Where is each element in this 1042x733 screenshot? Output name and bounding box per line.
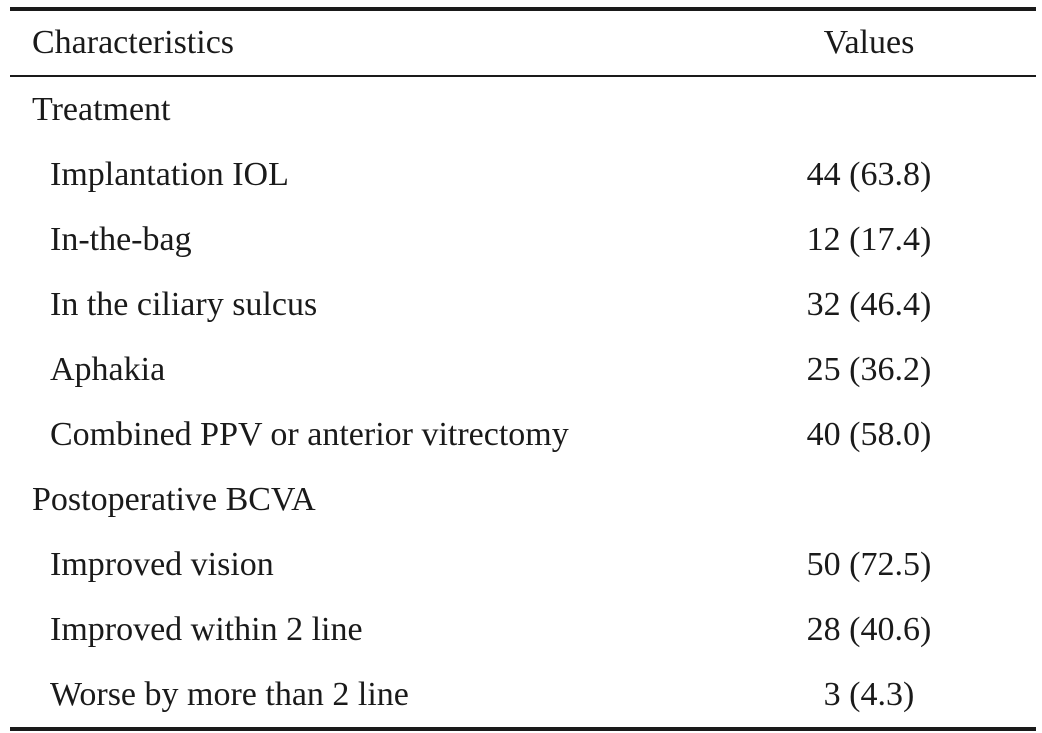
table-row: Improved within 2 line 28 (40.6) xyxy=(10,597,1036,662)
table-header-rule xyxy=(10,75,1036,77)
table-row: Implantation IOL 44 (63.8) xyxy=(10,142,1036,207)
table-row: Improved vision 50 (72.5) xyxy=(10,532,1036,597)
section-row: Treatment xyxy=(10,77,1036,142)
table-top-rule xyxy=(10,7,1036,11)
row-value: 25 (36.2) xyxy=(806,351,932,388)
row-label: Improved within 2 line xyxy=(50,611,363,648)
row-label: Improved vision xyxy=(50,546,274,583)
row-value: 32 (46.4) xyxy=(806,286,932,323)
table-header-row: Characteristics Values xyxy=(10,11,1036,75)
table-row: In the ciliary sulcus 32 (46.4) xyxy=(10,272,1036,337)
section-row: Postoperative BCVA xyxy=(10,467,1036,532)
table-row: In-the-bag 12 (17.4) xyxy=(10,207,1036,272)
row-label: Implantation IOL xyxy=(50,156,289,193)
header-characteristics: Characteristics xyxy=(32,24,235,61)
row-label: In the ciliary sulcus xyxy=(50,286,318,323)
row-label: In-the-bag xyxy=(50,221,192,258)
row-value: 28 (40.6) xyxy=(806,611,932,648)
section-label: Postoperative BCVA xyxy=(32,481,316,518)
row-label: Combined PPV or anterior vitrectomy xyxy=(50,416,569,453)
data-table: Characteristics Values Treatment Implanta… xyxy=(10,7,1036,731)
header-values: Values xyxy=(823,24,915,61)
row-value: 50 (72.5) xyxy=(806,546,932,583)
section-label: Treatment xyxy=(32,91,171,128)
table-bottom-rule xyxy=(10,727,1036,731)
row-value: 44 (63.8) xyxy=(806,156,932,193)
row-value: 40 (58.0) xyxy=(806,416,932,453)
row-value: 12 (17.4) xyxy=(806,221,932,258)
table-row: Aphakia 25 (36.2) xyxy=(10,337,1036,402)
table-body: Treatment Implantation IOL 44 (63.8) In-the… xyxy=(10,77,1036,727)
row-label: Aphakia xyxy=(50,351,166,388)
row-value: 3 (4.3) xyxy=(823,676,915,713)
table-row: Combined PPV or anterior vitrectomy 40 (5… xyxy=(10,402,1036,467)
row-label: Worse by more than 2 line xyxy=(50,676,409,713)
table-row: Worse by more than 2 line 3 (4.3) xyxy=(10,662,1036,727)
